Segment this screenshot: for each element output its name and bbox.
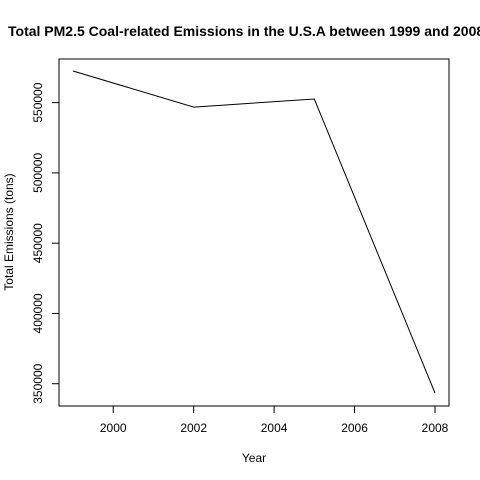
y-tick-label-350000: 350000 <box>31 363 45 403</box>
x-tick-label-2008: 2008 <box>422 421 449 435</box>
x-tick-label-2002: 2002 <box>180 421 207 435</box>
y-tick-label-450000: 450000 <box>31 223 45 263</box>
y-tick-label-400000: 400000 <box>31 293 45 333</box>
x-tick-label-2006: 2006 <box>341 421 368 435</box>
x-tick-label-2004: 2004 <box>261 421 288 435</box>
x-axis-label: Year <box>242 451 266 465</box>
x-tick-label-2000: 2000 <box>100 421 127 435</box>
y-tick-label-550000: 550000 <box>31 82 45 122</box>
series-group <box>72 70 436 394</box>
plot-area-frame <box>58 58 450 407</box>
y-tick-label-500000: 500000 <box>31 153 45 193</box>
emissions-series-line <box>72 70 436 394</box>
x-axis: 2000 2002 2004 2006 2008 <box>100 406 449 435</box>
y-axis: 350000 400000 450000 500000 550000 <box>31 82 59 404</box>
y-axis-label: Total Emissions (tons) <box>2 173 16 290</box>
chart-title: Total PM2.5 Coal-related Emissions in th… <box>8 23 480 39</box>
